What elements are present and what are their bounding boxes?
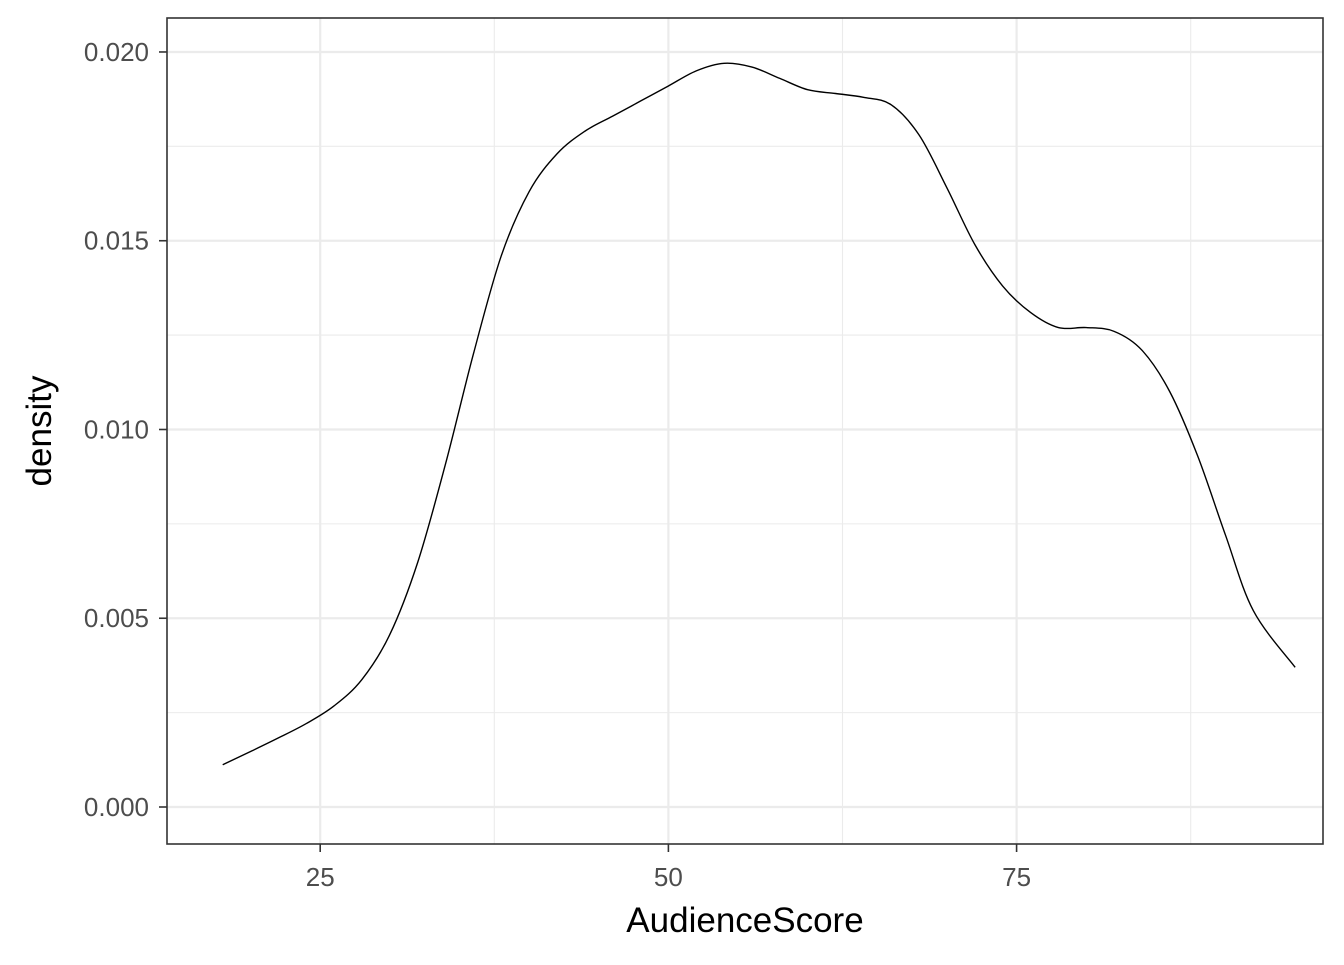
y-tick-label: 0.005 [84,603,149,633]
major-gridlines [167,18,1323,844]
y-tick-label: 0.020 [84,37,149,67]
x-tick-label: 50 [654,862,683,892]
plot-panel-border [166,17,1324,845]
y-tick-label: 0.010 [84,414,149,444]
plot-panel-background [167,18,1323,844]
y-tick-label: 0.000 [84,792,149,822]
x-axis-title: AudienceScore [626,901,863,940]
minor-gridlines [167,18,1323,844]
density-curve [222,62,1296,766]
y-tick-label: 0.015 [84,226,149,256]
x-axis-ticks: 25 50 75 [306,844,1031,892]
y-axis-title: density [20,375,59,486]
x-tick-label: 25 [306,862,335,892]
x-tick-label: 75 [1002,862,1031,892]
y-axis-ticks: 0.000 0.005 0.010 0.015 0.020 [84,37,167,822]
